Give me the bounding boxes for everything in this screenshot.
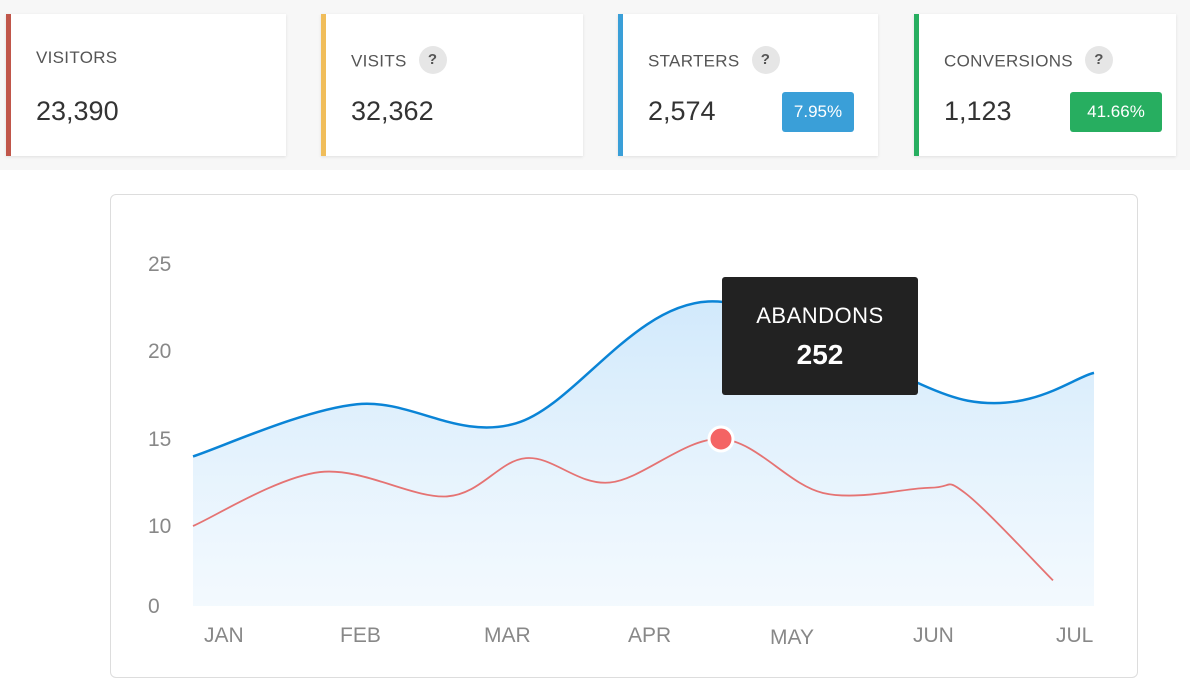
stat-label-text: STARTERS: [648, 51, 740, 71]
y-tick-label: 25: [148, 253, 171, 276]
x-tick-label: JAN: [204, 624, 244, 647]
help-icon[interactable]: ?: [1084, 46, 1113, 74]
stats-band: VISITORS 23,390 VISITS? 32,362 STARTERS?…: [0, 0, 1190, 170]
card-accent: [321, 14, 326, 156]
stat-label: VISITORS: [36, 48, 118, 67]
stat-value: 1,123: [944, 96, 1012, 126]
y-tick-label: 10: [148, 515, 171, 538]
rate-badge: 41.66%: [1070, 92, 1162, 132]
x-tick-label: MAY: [770, 626, 814, 649]
series-line-blue: [192, 300, 1095, 458]
y-tick-label: 15: [148, 428, 171, 451]
help-icon[interactable]: ?: [751, 46, 780, 74]
chart-tooltip: ABANDONS 252: [722, 277, 918, 395]
highlight-point[interactable]: [707, 425, 735, 453]
y-tick-label: 0: [148, 595, 160, 618]
series-area-fill: [193, 301, 1094, 606]
stat-value: 23,390: [36, 96, 119, 126]
series-line-red: [192, 438, 1054, 582]
stat-label: CONVERSIONS?: [944, 46, 1113, 76]
x-tick-label: MAR: [484, 624, 531, 647]
stat-label: VISITS?: [351, 46, 447, 76]
x-tick-label: FEB: [340, 624, 381, 647]
stat-value: 2,574: [648, 96, 716, 126]
stat-card-visits: VISITS? 32,362: [321, 14, 583, 156]
x-tick-label: JUL: [1056, 624, 1093, 647]
card-accent: [6, 14, 11, 156]
stat-card-visitors: VISITORS 23,390: [6, 14, 286, 156]
rate-badge: 7.95%: [782, 92, 854, 132]
x-tick-label: APR: [628, 624, 671, 647]
help-icon[interactable]: ?: [418, 46, 447, 74]
stat-card-conversions: CONVERSIONS? 1,123 41.66%: [914, 14, 1176, 156]
stat-label-text: CONVERSIONS: [944, 51, 1073, 71]
tooltip-label: ABANDONS: [756, 303, 884, 328]
stat-card-starters: STARTERS? 2,574 7.95%: [618, 14, 878, 156]
y-tick-label: 20: [148, 340, 171, 363]
stat-label-text: VISITS: [351, 51, 407, 71]
card-accent: [914, 14, 919, 156]
x-tick-label: JUN: [913, 624, 954, 647]
tooltip-value: 252: [796, 339, 844, 370]
stat-value: 32,362: [351, 96, 434, 126]
stat-label: STARTERS?: [648, 46, 780, 76]
card-accent: [618, 14, 623, 156]
